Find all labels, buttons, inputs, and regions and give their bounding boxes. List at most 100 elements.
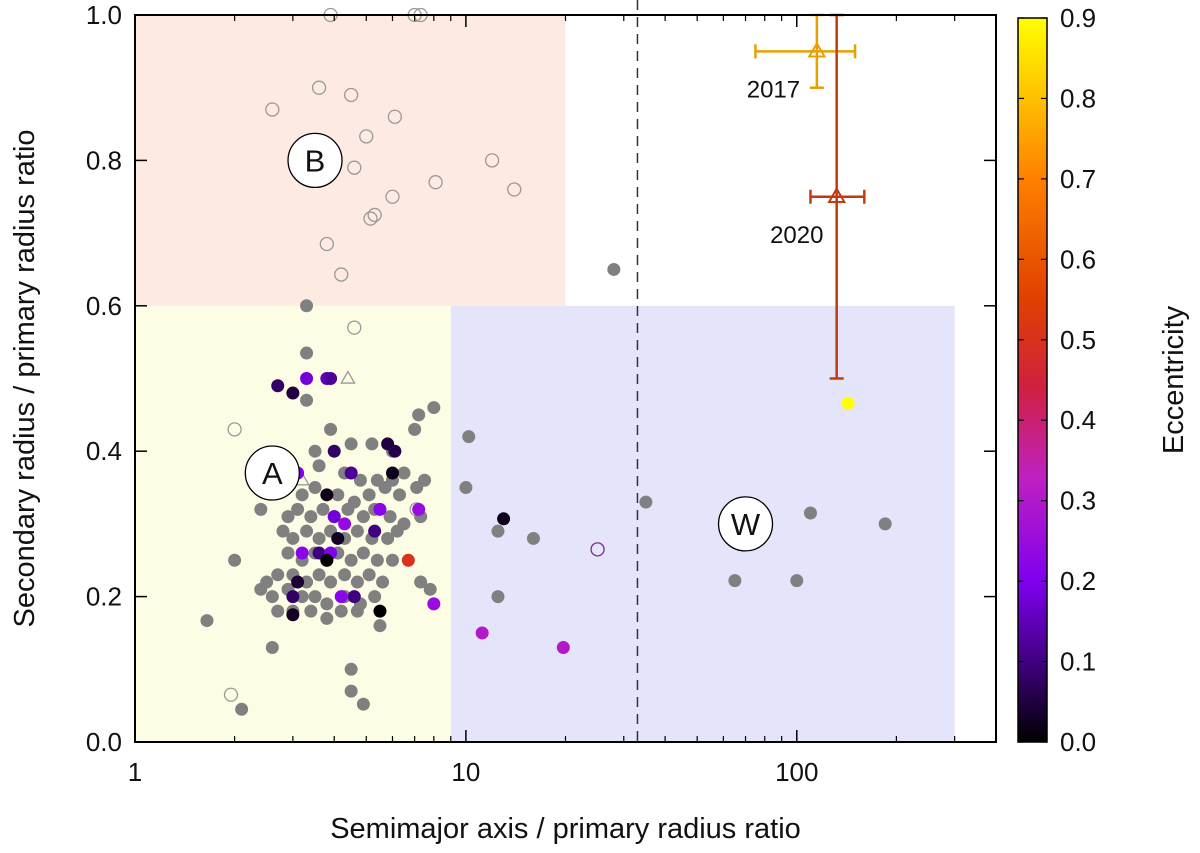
data-point xyxy=(324,372,338,385)
data-point xyxy=(338,568,352,582)
colorbar-tick-label: 0.9 xyxy=(1060,3,1096,33)
data-point-open xyxy=(227,422,242,437)
data-point xyxy=(368,524,382,538)
data-point xyxy=(286,590,300,604)
data-point xyxy=(408,422,422,436)
data-point xyxy=(295,590,309,604)
region-label-text: B xyxy=(305,143,326,178)
data-point xyxy=(295,546,309,560)
data-point xyxy=(327,444,341,458)
data-point-open xyxy=(367,207,382,223)
data-point-open xyxy=(590,542,605,557)
data-point xyxy=(254,502,268,516)
error-bar-marker xyxy=(807,41,827,58)
colorbar-tick-label: 0.3 xyxy=(1060,486,1096,516)
data-point xyxy=(228,553,242,567)
data-point xyxy=(491,524,505,538)
data-point xyxy=(423,582,437,596)
colorbar-tick-label: 0.7 xyxy=(1060,164,1096,194)
data-point-open xyxy=(343,87,359,103)
data-point xyxy=(365,437,379,451)
data-point xyxy=(271,604,285,618)
data-point xyxy=(295,488,309,502)
data-point xyxy=(356,510,370,524)
colorbar: 0.0 0.1 0.2 0.3 0.4 0.5 0.6 0.7 0.8 0.9 xyxy=(1017,3,1096,757)
data-point xyxy=(281,510,295,524)
data-point xyxy=(344,684,358,698)
error-bar-2017: 2017 xyxy=(747,13,857,104)
region-label-circle xyxy=(244,445,300,501)
data-point xyxy=(790,574,804,588)
data-point xyxy=(320,611,334,625)
data-point-open xyxy=(319,236,334,252)
region-w xyxy=(450,305,955,742)
region-label-w: W xyxy=(717,496,774,552)
data-point xyxy=(497,512,511,526)
region-label-circle xyxy=(287,132,343,189)
data-point xyxy=(350,604,364,618)
x-tick-label: 1 xyxy=(128,757,142,787)
data-point xyxy=(385,553,399,567)
data-point xyxy=(373,604,387,618)
data-point xyxy=(390,524,404,538)
data-point xyxy=(459,481,473,495)
data-point xyxy=(320,597,334,611)
data-point xyxy=(344,466,358,480)
data-point xyxy=(312,531,326,545)
data-point xyxy=(291,502,305,516)
data-point xyxy=(401,553,415,567)
data-point xyxy=(362,488,376,502)
data-point xyxy=(308,590,322,604)
data-point xyxy=(300,346,314,360)
data-point xyxy=(320,488,334,502)
data-point-open xyxy=(347,160,362,175)
data-point xyxy=(308,481,322,495)
points-layer xyxy=(200,7,892,716)
y-tick-label: 0.0 xyxy=(86,727,122,757)
data-point xyxy=(491,590,505,604)
data-point xyxy=(526,531,540,545)
data-point xyxy=(312,459,326,473)
y-tick-label: 0.8 xyxy=(86,145,122,175)
data-point xyxy=(341,502,355,516)
data-point xyxy=(728,574,742,588)
error-bar-label: 2017 xyxy=(747,77,800,104)
data-point xyxy=(639,495,653,509)
region-b xyxy=(135,15,566,306)
data-point-open xyxy=(387,109,403,124)
data-point xyxy=(286,608,300,622)
data-point xyxy=(462,430,476,444)
error-bar-marker xyxy=(827,186,847,203)
colorbar-label: Eccentricity xyxy=(1158,305,1190,454)
data-point xyxy=(331,531,345,545)
region-label-text: A xyxy=(262,456,283,491)
data-point xyxy=(803,506,817,520)
data-point xyxy=(304,510,318,524)
data-point-triangle xyxy=(340,370,356,384)
data-point xyxy=(300,372,314,385)
axes-layer: 0.0 0.2 0.4 0.6 0.8 1.0 1 10 100 xyxy=(86,0,997,787)
data-point-open xyxy=(359,129,374,144)
data-point xyxy=(427,401,441,415)
data-point-open xyxy=(385,189,400,204)
data-point xyxy=(344,553,358,567)
data-point xyxy=(353,473,367,487)
data-point xyxy=(378,481,392,495)
x-axis-label: Semimajor axis / primary radius ratio xyxy=(330,813,801,845)
data-point xyxy=(362,568,376,582)
data-point xyxy=(254,582,268,596)
colorbar-tick-label: 0.6 xyxy=(1060,244,1096,274)
data-point xyxy=(327,510,341,524)
data-point xyxy=(286,386,300,400)
data-point xyxy=(841,396,855,410)
data-point-open xyxy=(484,153,500,168)
data-point xyxy=(331,488,345,502)
y-tick-label: 1.0 xyxy=(86,0,122,30)
data-point xyxy=(300,393,314,407)
region-label-text: W xyxy=(731,507,761,542)
error-bar-label: 2020 xyxy=(770,222,823,249)
data-point xyxy=(427,597,441,611)
data-point-open xyxy=(223,687,239,702)
data-point xyxy=(412,502,426,516)
